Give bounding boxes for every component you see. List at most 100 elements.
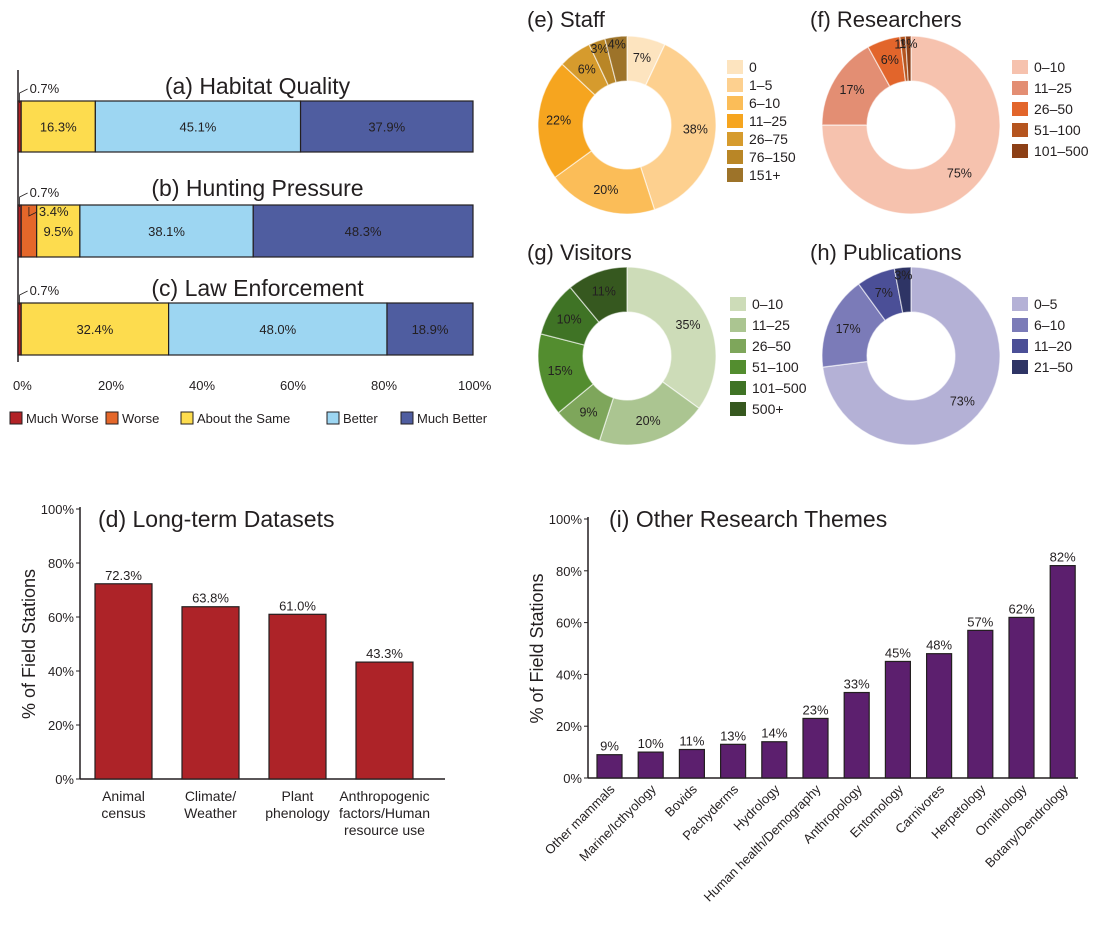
bar-chart-title: (i) Other Research Themes xyxy=(609,506,887,532)
bar xyxy=(637,751,664,779)
donut-slice xyxy=(821,35,1001,215)
x-category-label: phenology xyxy=(265,805,330,821)
stacked-chart-title: (a) Habitat Quality xyxy=(165,73,351,99)
bar-value-label: 14% xyxy=(761,726,787,741)
stacked-segment xyxy=(79,204,254,258)
donut-legend-label: 1–5 xyxy=(749,77,773,93)
y-tick-label: 40% xyxy=(556,667,582,682)
bar xyxy=(268,613,327,780)
bar xyxy=(884,660,912,779)
donut-legend-swatch xyxy=(730,318,746,332)
x-category-label: Bovids xyxy=(662,781,701,820)
bar xyxy=(802,717,829,779)
donut-legend-label: 0 xyxy=(749,59,757,75)
bar-value-label: 61.0% xyxy=(279,598,316,613)
donut-slice-label: 38% xyxy=(683,122,708,136)
segment-label: 37.9% xyxy=(368,120,405,135)
donut-legend-swatch xyxy=(727,96,743,110)
bar-value-label: 45% xyxy=(885,645,911,660)
donut-legend-swatch xyxy=(727,60,743,74)
bar-value-label: 13% xyxy=(720,728,746,743)
segment-label: 18.9% xyxy=(412,322,449,337)
bar-value-label: 72.3% xyxy=(105,568,142,583)
x-tick-label: 80% xyxy=(371,378,397,393)
donut-slice-label: 35% xyxy=(676,318,701,332)
donut-slice xyxy=(604,35,628,84)
donut-slice-label: 11% xyxy=(592,285,616,299)
donut-slice-label: 6% xyxy=(578,63,596,77)
legend-swatch xyxy=(400,411,414,425)
donut-legend-label: 51–100 xyxy=(1034,122,1081,138)
donut-slice-label: 22% xyxy=(546,114,571,128)
x-category-label: Animal xyxy=(102,788,145,804)
donut-slice-label: 7% xyxy=(875,286,893,300)
y-tick-label: 20% xyxy=(48,718,74,733)
donut-legend-swatch xyxy=(727,168,743,182)
donut-legend-swatch xyxy=(1012,102,1028,116)
donut-title: (e) Staff xyxy=(527,7,606,32)
legend-label: Worse xyxy=(122,411,159,426)
y-tick-label: 40% xyxy=(48,664,74,679)
x-tick-label: 40% xyxy=(189,378,215,393)
segment-callout-label: 0.7% xyxy=(30,81,60,96)
segment-label: 48.3% xyxy=(345,224,382,239)
donut-slice xyxy=(639,43,717,211)
donut-legend-swatch xyxy=(727,78,743,92)
donut-slice-label: 15% xyxy=(548,364,573,378)
donut-legend-label: 21–50 xyxy=(1034,359,1073,375)
x-category-label: Marine/Icthyology xyxy=(576,781,659,864)
donut-legend-swatch xyxy=(1012,81,1028,95)
bar-value-label: 23% xyxy=(802,702,828,717)
segment-callout-label: 0.7% xyxy=(30,283,60,298)
bar xyxy=(678,748,706,779)
donut-legend-label: 11–25 xyxy=(749,113,787,129)
donut-legend-swatch xyxy=(1012,123,1028,137)
segment-callout-label: 0.7% xyxy=(30,185,60,200)
bar-value-label: 82% xyxy=(1050,550,1076,565)
donut-slice-label: 9% xyxy=(579,406,597,420)
legend-swatch xyxy=(180,411,194,425)
donut-legend-swatch xyxy=(730,360,746,374)
stacked-segment xyxy=(299,100,474,153)
donut-legend-label: 101–500 xyxy=(1034,143,1089,159)
donut-slice xyxy=(893,266,912,314)
donut-slice-label: 10% xyxy=(557,312,582,326)
donut-slice-label: 73% xyxy=(950,394,975,408)
donut-legend-label: 0–10 xyxy=(1034,59,1065,75)
x-category-label: Weather xyxy=(184,805,237,821)
donut-title: (f) Researchers xyxy=(810,7,962,32)
segment-label: 45.1% xyxy=(180,120,217,135)
x-category-label: resource use xyxy=(344,822,425,838)
bar-chart-title: (d) Long-term Datasets xyxy=(98,506,334,532)
callout-line xyxy=(28,207,38,217)
stacked-segment xyxy=(386,302,474,356)
bar xyxy=(719,743,747,779)
donut-legend-swatch xyxy=(1012,297,1028,311)
segment-label: 38.1% xyxy=(148,224,185,239)
donut-title: (h) Publications xyxy=(810,240,962,265)
donut-legend-swatch xyxy=(727,114,743,128)
legend-swatch xyxy=(105,411,119,425)
donut-slice-label: 6% xyxy=(881,53,899,67)
bar xyxy=(1049,565,1076,779)
legend-swatch xyxy=(326,411,340,425)
stacked-segment xyxy=(252,204,474,258)
donut-legend-swatch xyxy=(727,150,743,164)
x-category-label: Climate/ xyxy=(185,788,236,804)
x-category-label: Anthropogenic xyxy=(339,788,429,804)
donut-slice xyxy=(626,266,717,410)
donut-legend-swatch xyxy=(730,402,746,416)
y-tick-label: 80% xyxy=(48,556,74,571)
donut-slice-label: 20% xyxy=(636,414,661,428)
y-tick-label: 60% xyxy=(48,610,74,625)
x-tick-label: 60% xyxy=(280,378,306,393)
bar-value-label: 57% xyxy=(967,614,993,629)
callout-line xyxy=(19,88,28,103)
y-tick-label: 0% xyxy=(55,772,74,787)
donut-legend-label: 0–10 xyxy=(752,296,783,312)
donut-legend-label: 11–25 xyxy=(752,317,790,333)
donut-slice-label: 1% xyxy=(899,37,917,51)
bar-value-label: 62% xyxy=(1008,601,1034,616)
donut-title: (g) Visitors xyxy=(527,240,632,265)
